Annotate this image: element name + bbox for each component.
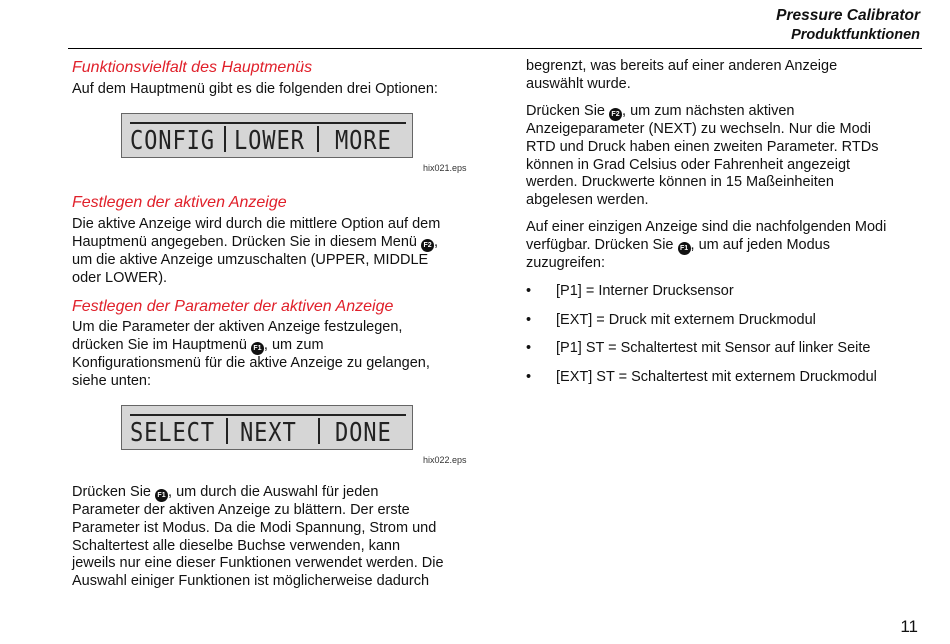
paragraph: Die aktive Anzeige wird durch die mittle… (72, 216, 440, 287)
text: , (434, 233, 439, 250)
lcd-option-config: CONFIG (130, 126, 215, 156)
lcd-config-menu: SELECT NEXT DONE (121, 405, 413, 450)
header-rule (68, 48, 922, 49)
lcd-separator (224, 126, 226, 152)
page-number: 11 (900, 617, 918, 636)
lcd-separator (317, 126, 319, 152)
text-line: drücken Sie im Hauptmenü F1, um zum (72, 337, 430, 355)
bullet-icon: • (526, 312, 532, 328)
text: Drücken Sie (72, 484, 156, 500)
f1-key-icon: F1 (155, 489, 169, 502)
bullet-icon: • (526, 369, 532, 385)
bullet-text: [P1] ST = Schaltertest mit Sensor auf li… (556, 340, 871, 356)
bullet-text: [EXT] = Druck mit externem Druckmodul (556, 312, 816, 328)
text-line: siehe unten: (72, 372, 152, 389)
text-line: verfügbar. Drücken Sie F1, um auf jeden … (526, 237, 886, 255)
bullet-icon: • (526, 283, 532, 299)
paragraph: Auf dem Hauptmenü gibt es die folgenden … (72, 81, 438, 99)
text-line: Auf einer einzigen Anzeige sind die nach… (526, 219, 887, 235)
heading-parameters: Festlegen der Parameter der aktiven Anze… (72, 298, 394, 315)
text-line: Auswahl einiger Funktionen ist möglicher… (72, 573, 430, 590)
text: , um auf jeden Modus (690, 236, 830, 253)
lcd-option-done: DONE (335, 418, 392, 448)
text-line: können in Grad Celsius oder Fahrenheit a… (526, 156, 851, 173)
text-line: begrenzt, was bereits auf einer anderen … (526, 58, 838, 74)
f2-key-icon: F2 (421, 238, 435, 252)
lcd-option-next: NEXT (240, 418, 297, 448)
paragraph: Drücken Sie F2, um zum nächsten aktiven … (526, 103, 878, 210)
paragraph: Um die Parameter der aktiven Anzeige fes… (72, 319, 430, 390)
lcd-separator (226, 418, 228, 444)
text: , um zum (263, 336, 324, 353)
text-line: Um die Parameter der aktiven Anzeige fes… (72, 319, 403, 335)
text-line: Parameter der aktiven Anzeige zu blätter… (72, 502, 410, 518)
paragraph: Auf einer einzigen Anzeige sind die nach… (526, 219, 886, 273)
text: drücken Sie im Hauptmenü (72, 336, 251, 353)
text-line: Die aktive Anzeige wird durch die mittle… (72, 216, 441, 232)
figure-caption: hix022.eps (423, 455, 467, 465)
figure-caption: hix021.eps (423, 163, 467, 173)
lcd-separator (318, 418, 320, 444)
bullet-text: [EXT] ST = Schaltertest mit externem Dru… (556, 369, 877, 385)
text-line: Drücken Sie F2, um zum nächsten aktiven (526, 103, 878, 121)
f2-key-icon: F2 (609, 108, 623, 121)
text-line: jeweils nur eine dieser Funktionen verwe… (72, 555, 444, 572)
f1-key-icon: F1 (677, 241, 691, 255)
text: , um durch die Auswahl für jeden (168, 484, 379, 500)
paragraph: Drücken Sie F1, um durch die Auswahl für… (72, 484, 444, 591)
heading-main-menu: Funktionsvielfalt des Hauptmenüs (72, 59, 313, 76)
lcd-option-lower: LOWER (234, 126, 305, 156)
text-line: abgelesen werden. (526, 192, 649, 209)
text-line: werden. Druckwerte können in 15 Maßeinhe… (526, 174, 834, 191)
text-line: Parameter ist Modus. Da die Modi Spannun… (72, 519, 437, 536)
text-line: zuzugreifen: (526, 254, 605, 271)
lcd-main-menu: CONFIG LOWER MORE (121, 113, 413, 158)
lcd-option-select: SELECT (130, 418, 215, 448)
text-line: oder LOWER). (72, 269, 168, 286)
text: Drücken Sie (526, 103, 610, 119)
f1-key-icon: F1 (250, 341, 264, 355)
text: , um zum nächsten aktiven (622, 103, 795, 119)
paragraph: begrenzt, was bereits auf einer anderen … (526, 58, 837, 94)
lcd-bar (130, 122, 406, 124)
header-subtitle: Produktfunktionen (791, 27, 920, 43)
text-line: um die aktive Anzeige umzuschalten (UPPE… (72, 251, 429, 268)
text-line: Schaltertest alle dieselbe Buchse verwen… (72, 537, 401, 554)
text-line: Drücken Sie F1, um durch die Auswahl für… (72, 484, 444, 502)
lcd-bar (130, 414, 406, 416)
text-line: Konfigurationsmenü für die aktive Anzeig… (72, 354, 430, 371)
text-line: Auf dem Hauptmenü gibt es die folgenden … (72, 81, 438, 97)
text: verfügbar. Drücken Sie (526, 236, 678, 253)
text-line: Anzeigeparameter (NEXT) zu wechseln. Nur… (526, 121, 871, 137)
heading-active-display: Festlegen der aktiven Anzeige (72, 194, 287, 211)
text-line: RTD und Druck haben einen zweiten Parame… (526, 138, 879, 155)
bullet-icon: • (526, 340, 532, 356)
text: Hauptmenü angegeben. Drücken Sie in dies… (72, 233, 422, 250)
text-line: auswählt wurde. (526, 75, 631, 92)
bullet-text: [P1] = Interner Drucksensor (556, 283, 734, 299)
text-line: Hauptmenü angegeben. Drücken Sie in dies… (72, 234, 440, 252)
lcd-option-more: MORE (335, 126, 392, 156)
header-title: Pressure Calibrator (776, 7, 920, 24)
